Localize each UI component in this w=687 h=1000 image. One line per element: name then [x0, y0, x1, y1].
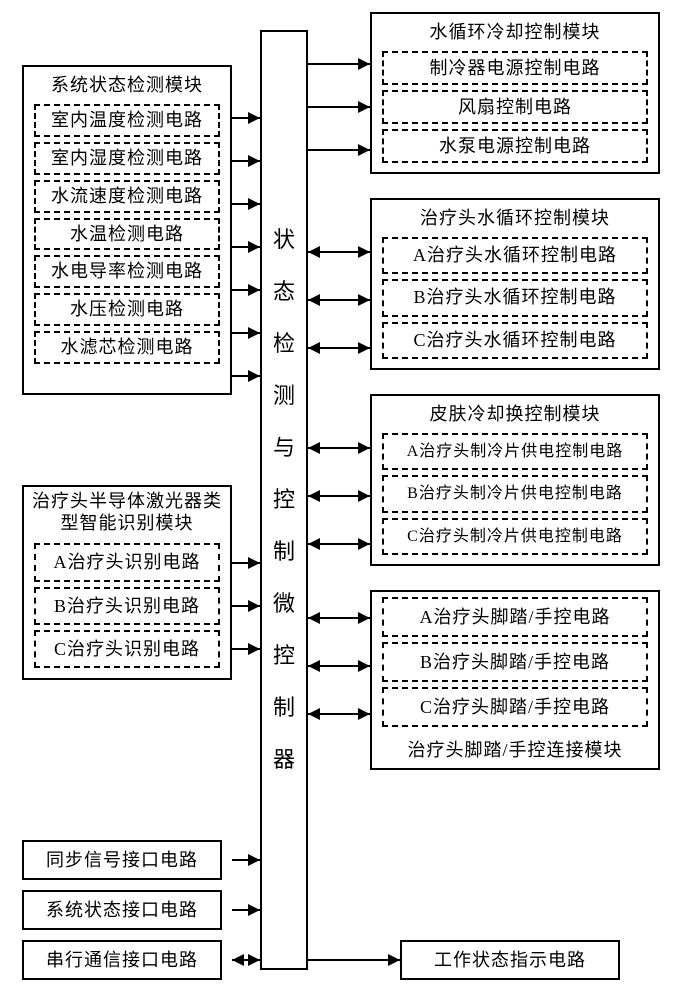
- arrow-head: [248, 854, 260, 866]
- arrow-head: [248, 954, 260, 966]
- sub-circuit: 水温检测电路: [34, 218, 220, 251]
- sub-circuit: 水电导率检测电路: [34, 255, 220, 288]
- arrow-head: [358, 246, 370, 258]
- arrow-head: [308, 442, 320, 454]
- sub-circuit: A治疗头脚踏/手控电路: [382, 597, 648, 637]
- standalone-work-led: 工作状态指示电路: [400, 940, 620, 980]
- center-char: 器: [273, 749, 295, 771]
- module-title: 水循环冷却控制模块: [372, 14, 658, 46]
- module-sys-detect: 系统状态检测模块室内温度检测电路室内湿度检测电路水流速度检测电路水温检测电路水电…: [22, 65, 232, 395]
- sub-circuit: A治疗头水循环控制电路: [382, 237, 648, 274]
- module-water-cool: 水循环冷却控制模块制冷器电源控制电路风扇控制电路水泵电源控制电路: [370, 12, 660, 174]
- center-char: 制: [273, 541, 295, 563]
- arrow-head: [308, 246, 320, 258]
- arrow-head: [358, 612, 370, 624]
- arrow-head: [248, 155, 260, 167]
- arrow-head: [248, 557, 260, 569]
- module-title: 皮肤冷却换控制模块: [372, 396, 658, 428]
- arrow-head: [248, 327, 260, 339]
- arrow-head: [358, 660, 370, 672]
- center-char: 微: [273, 593, 295, 615]
- arrow-head: [358, 538, 370, 550]
- arrow-head: [248, 600, 260, 612]
- arrow-head: [358, 342, 370, 354]
- module-head-water: 治疗头水循环控制模块 A治疗头水循环控制电路 B治疗头水循环控制电路 C治疗头水循环控…: [370, 198, 660, 370]
- arrow-head: [358, 101, 370, 113]
- arrow-head: [248, 643, 260, 655]
- sub-circuit: 水流速度检测电路: [34, 180, 220, 213]
- arrow-head: [248, 241, 260, 253]
- arrow-head: [388, 954, 400, 966]
- sub-circuit: C治疗头制冷片供电控制电路: [382, 518, 648, 555]
- arrow-head: [248, 198, 260, 210]
- sub-circuit: B治疗头脚踏/手控电路: [382, 642, 648, 682]
- arrow-head: [358, 442, 370, 454]
- standalone-status-if: 系统状态接口电路: [22, 890, 222, 930]
- sub-circuit: A治疗头识别电路: [34, 543, 220, 581]
- center-char: 测: [273, 385, 295, 407]
- module-title: 治疗头半导体激光器类型智能识别模块: [24, 487, 230, 538]
- sub-circuit: 室内湿度检测电路: [34, 142, 220, 175]
- arrow-head: [248, 284, 260, 296]
- center-char: 状: [273, 229, 295, 251]
- arrow-head: [232, 954, 244, 966]
- arrow-head: [248, 370, 260, 382]
- center-char: 态: [273, 281, 295, 303]
- module-laser-id: 治疗头半导体激光器类型智能识别模块 A治疗头识别电路 B治疗头识别电路 C治疗头识别电…: [22, 485, 232, 680]
- arrow-head: [358, 58, 370, 70]
- diagram-canvas: 状态检测与控制微控制器系统状态检测模块室内温度检测电路室内湿度检测电路水流速度检…: [0, 0, 687, 1000]
- arrow-head: [308, 538, 320, 550]
- arrow-head: [308, 612, 320, 624]
- arrow-head: [358, 144, 370, 156]
- arrow-head: [308, 294, 320, 306]
- sub-circuit: 制冷器电源控制电路: [382, 51, 648, 85]
- arrow-head: [358, 294, 370, 306]
- center-char: 检: [273, 333, 295, 355]
- module-title: 系统状态检测模块: [24, 67, 230, 99]
- module-title: 治疗头水循环控制模块: [372, 200, 658, 232]
- arrow-head: [248, 112, 260, 124]
- arrow-head: [308, 708, 320, 720]
- sub-circuit: C治疗头识别电路: [34, 630, 220, 668]
- sub-circuit: 水泵电源控制电路: [382, 129, 648, 163]
- arrow-head: [308, 342, 320, 354]
- center-char: 控: [273, 489, 295, 511]
- arrow-head: [308, 490, 320, 502]
- center-char: 与: [273, 437, 295, 459]
- module-title: 治疗头脚踏/手控连接模块: [372, 732, 658, 764]
- arrow-head: [248, 904, 260, 916]
- sub-circuit: C治疗头水循环控制电路: [382, 322, 648, 359]
- sub-circuit: 水压检测电路: [34, 293, 220, 326]
- sub-circuit: 风扇控制电路: [382, 90, 648, 124]
- sub-circuit: B治疗头制冷片供电控制电路: [382, 475, 648, 512]
- sub-circuit: B治疗头识别电路: [34, 587, 220, 625]
- arrow-head: [308, 660, 320, 672]
- center-char: 制: [273, 697, 295, 719]
- center-controller: 状态检测与控制微控制器: [260, 30, 308, 970]
- sub-circuit: B治疗头水循环控制电路: [382, 279, 648, 316]
- connector-line: [308, 959, 400, 961]
- standalone-serial: 串行通信接口电路: [22, 940, 222, 980]
- sub-circuit: A治疗头制冷片供电控制电路: [382, 433, 648, 470]
- arrow-head: [358, 708, 370, 720]
- sub-circuit: 水滤芯检测电路: [34, 331, 220, 364]
- standalone-sync: 同步信号接口电路: [22, 840, 222, 880]
- arrow-head: [358, 490, 370, 502]
- module-foot-hand: A治疗头脚踏/手控电路 B治疗头脚踏/手控电路 C治疗头脚踏/手控电路治疗头脚踏/手…: [370, 590, 660, 770]
- center-char: 控: [273, 645, 295, 667]
- sub-circuit: 室内温度检测电路: [34, 104, 220, 137]
- sub-circuit: C治疗头脚踏/手控电路: [382, 687, 648, 727]
- module-skin-cool: 皮肤冷却换控制模块 A治疗头制冷片供电控制电路 B治疗头制冷片供电控制电路 C治疗头制…: [370, 394, 660, 566]
